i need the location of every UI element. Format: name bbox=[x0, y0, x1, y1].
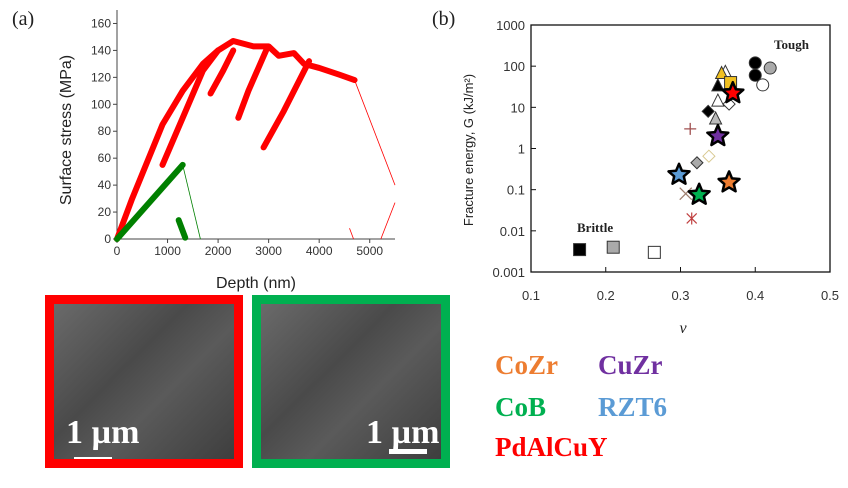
marker-star bbox=[717, 170, 741, 193]
x-tick-label: 0 bbox=[114, 244, 121, 258]
marker-plus bbox=[684, 122, 697, 135]
x-tick-label: 0.2 bbox=[597, 288, 615, 303]
y-tick-label: 0 bbox=[104, 232, 111, 246]
y-tick-label: 0.001 bbox=[492, 265, 525, 280]
data-series-0 bbox=[207, 47, 237, 97]
marker-diamond bbox=[701, 104, 715, 119]
annotation-tough: Tough bbox=[774, 37, 810, 52]
y-tick-label: 0.1 bbox=[507, 183, 525, 198]
y-tick-label: 100 bbox=[503, 59, 525, 74]
y-tick-label: 80 bbox=[98, 124, 112, 138]
marker-square bbox=[606, 240, 620, 254]
marker-asterisk bbox=[686, 212, 698, 225]
x-tick-label: 0.3 bbox=[671, 288, 689, 303]
marker-circle bbox=[748, 56, 762, 70]
marker-triangle bbox=[711, 92, 725, 107]
x-tick-label: 2000 bbox=[205, 244, 232, 258]
x-tick-label: 0.4 bbox=[746, 288, 764, 303]
scale-label: 1 µm bbox=[66, 414, 140, 451]
y-tick-label: 120 bbox=[91, 70, 111, 84]
y-tick-label: 40 bbox=[98, 178, 112, 192]
legend-cozr: CoZr bbox=[495, 350, 558, 380]
x-tick-label: 3000 bbox=[255, 244, 282, 258]
unload-line-0 bbox=[354, 79, 396, 186]
y-tick-label: 100 bbox=[91, 97, 111, 111]
scale-bar bbox=[74, 457, 112, 459]
x-tick-label: 4000 bbox=[306, 244, 333, 258]
scale-label: 1 µm bbox=[366, 414, 440, 451]
y-tick-label: 60 bbox=[98, 151, 112, 165]
sem-image-ductile: 1 µm bbox=[252, 295, 450, 468]
data-series-0 bbox=[235, 47, 270, 121]
x-axis-label: Depth (nm) bbox=[216, 275, 296, 292]
legend-cuzr: CuZr bbox=[598, 350, 663, 380]
legend-rzt6: RZT6 bbox=[598, 392, 668, 422]
y-tick-label: 140 bbox=[91, 43, 111, 57]
marker-square bbox=[573, 243, 587, 257]
data-series-1 bbox=[175, 217, 189, 241]
annotation-brittle: Brittle bbox=[577, 220, 613, 235]
marker-star bbox=[706, 123, 730, 147]
x-tick-label: 1000 bbox=[154, 244, 181, 258]
unload-line-0 bbox=[349, 228, 354, 240]
marker-cross bbox=[679, 187, 693, 201]
legend-pdalcuy: PdAlCuY bbox=[495, 432, 608, 462]
y-axis-label: Surface stress (MPa) bbox=[58, 55, 75, 205]
sem-image-brittle: 1 µm bbox=[45, 295, 243, 468]
data-series-0 bbox=[114, 47, 222, 242]
y-tick-label: 0.01 bbox=[500, 224, 525, 239]
panel-label-b: (b) bbox=[432, 8, 456, 30]
y-tick-label: 160 bbox=[91, 16, 111, 30]
x-tick-label: 0.5 bbox=[821, 288, 839, 303]
y-tick-label: 20 bbox=[98, 205, 112, 219]
y-tick-label: 10 bbox=[511, 100, 525, 115]
marker-square bbox=[647, 245, 661, 259]
data-series-0 bbox=[159, 37, 358, 168]
marker-star bbox=[667, 162, 691, 185]
marker-diamond bbox=[690, 156, 704, 170]
legend-cob: CoB bbox=[495, 392, 547, 422]
x-axis-label: ν bbox=[679, 320, 687, 337]
x-tick-label: 5000 bbox=[356, 244, 383, 258]
marker-triangle bbox=[708, 110, 723, 125]
x-tick-label: 0.1 bbox=[522, 288, 540, 303]
unload-line-1 bbox=[182, 164, 201, 240]
marker-circle bbox=[763, 61, 777, 75]
y-tick-label: 1 bbox=[518, 142, 525, 157]
marker-diamond bbox=[702, 149, 716, 163]
marker-star bbox=[687, 182, 711, 205]
marker-circle bbox=[756, 78, 770, 92]
data-series-1 bbox=[114, 161, 186, 242]
marker-triangle bbox=[711, 77, 725, 92]
unload-line-0 bbox=[380, 202, 396, 240]
scale-bar bbox=[389, 449, 427, 454]
data-series-0 bbox=[260, 58, 313, 151]
y-axis-label: Fracture energy, G (kJ/m²) bbox=[461, 74, 476, 226]
marker-triangle bbox=[714, 65, 729, 80]
marker-circle bbox=[748, 68, 762, 82]
panel-label-a: (a) bbox=[12, 8, 35, 30]
marker-star bbox=[721, 80, 745, 104]
plot-frame bbox=[530, 24, 831, 273]
y-tick-label: 1000 bbox=[496, 18, 525, 33]
